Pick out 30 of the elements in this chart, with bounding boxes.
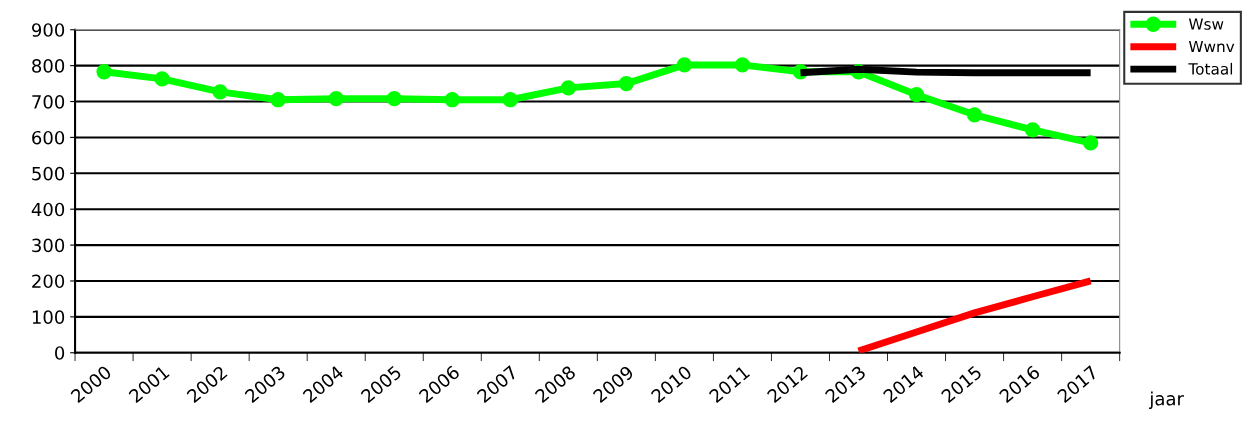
y-tick-label: 900 bbox=[32, 23, 65, 37]
legend-label: Wsw bbox=[1188, 18, 1224, 30]
y-tick-label: 300 bbox=[32, 238, 65, 253]
point bbox=[1024, 122, 1041, 138]
y-tick-label: 700 bbox=[32, 94, 65, 109]
y-tick-label: 100 bbox=[32, 310, 65, 324]
point bbox=[96, 64, 112, 80]
y-tick-label: 200 bbox=[32, 274, 65, 289]
point bbox=[676, 57, 693, 73]
point bbox=[734, 57, 751, 73]
point bbox=[560, 80, 576, 96]
point bbox=[154, 71, 170, 87]
y-tick-label: 400 bbox=[31, 202, 65, 217]
y-tick-label: 800 bbox=[32, 59, 65, 73]
x-axis-title: jaar bbox=[1149, 391, 1184, 409]
point bbox=[270, 92, 286, 108]
point bbox=[444, 92, 460, 108]
point bbox=[502, 92, 518, 108]
point bbox=[618, 75, 635, 92]
legend-label: Totaal bbox=[1188, 62, 1233, 75]
legend-label: Wwnv bbox=[1188, 40, 1235, 53]
point bbox=[386, 91, 402, 107]
point bbox=[328, 91, 344, 107]
y-tick-label: 500 bbox=[32, 166, 65, 181]
y-tick-label: 0 bbox=[55, 346, 65, 360]
point bbox=[1082, 135, 1099, 151]
point bbox=[212, 84, 228, 100]
point bbox=[966, 107, 983, 123]
point bbox=[908, 87, 925, 103]
y-tick-label: 600 bbox=[32, 130, 65, 145]
